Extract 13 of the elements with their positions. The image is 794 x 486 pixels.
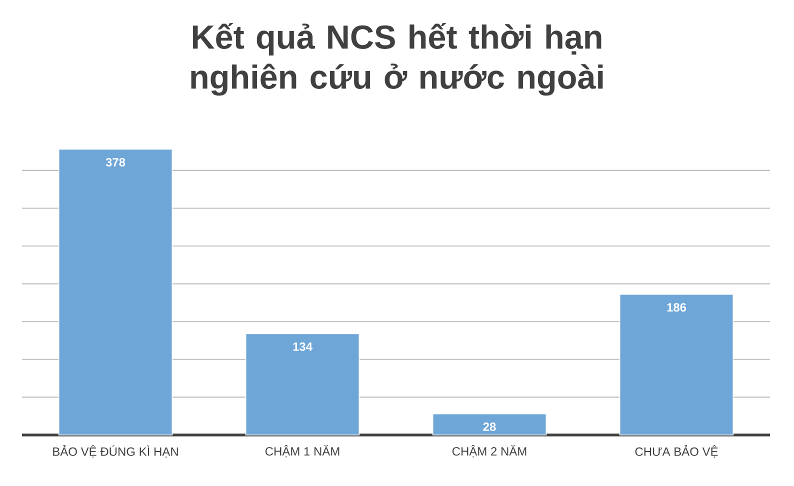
bar	[58, 148, 173, 436]
data-label: 186	[667, 303, 686, 312]
x-tick-label: CHẬM 1 NĂM	[265, 445, 340, 458]
data-label: 378	[106, 158, 126, 166]
bar	[245, 333, 360, 436]
x-tick-label: BẢO VỆ ĐÚNG KÌ HẠN	[53, 445, 178, 458]
data-label: 28	[483, 422, 496, 432]
x-tick-label: CHƯA BẢO VỆ	[635, 445, 718, 458]
data-label: 134	[293, 342, 312, 351]
bar	[432, 413, 547, 436]
x-tick-label: CHẬM 2 NĂM	[452, 445, 526, 458]
bar	[619, 294, 734, 436]
chart-title: Kết quả NCS hết thời hạn nghiên cứu ở nước ngoài	[191, 22, 603, 96]
